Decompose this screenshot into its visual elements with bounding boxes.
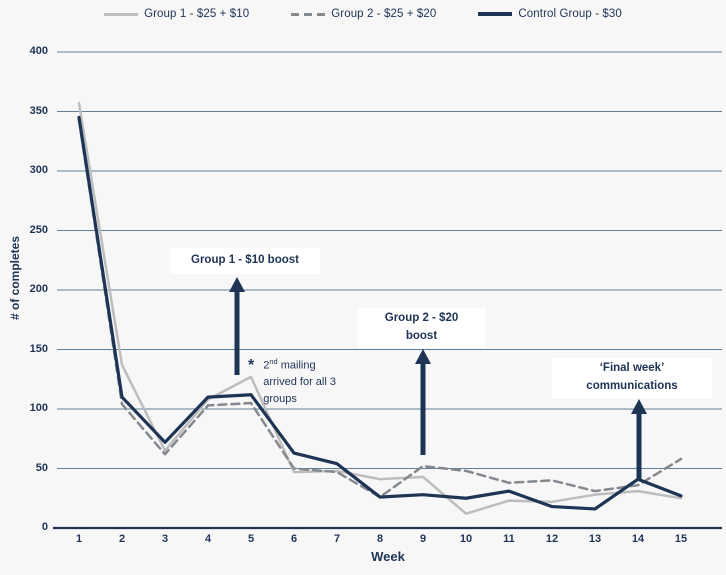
- ytick-200: 200: [29, 283, 48, 295]
- asterisk-marker: *: [248, 357, 255, 374]
- xtick-week-7: 7: [333, 533, 341, 545]
- legend-label-control: Control Group - $30: [518, 8, 622, 20]
- note-line-1: 2nd mailing: [263, 357, 316, 372]
- xtick-week-13: 13: [588, 533, 602, 545]
- xtick-week-11: 11: [503, 533, 515, 545]
- legend-item-group2: Group 2 - $25 + $20: [291, 8, 436, 20]
- xtick-week-4: 4: [204, 533, 212, 545]
- xtick-week-14: 14: [631, 533, 645, 545]
- annotation-arrow-shaft-3: [636, 412, 642, 480]
- ytick-0: 0: [41, 521, 48, 533]
- second-mailing-note-text: 2nd mailing arrived for all 3 groups: [263, 356, 336, 407]
- legend-item-group1: Group 1 - $25 + $10: [104, 8, 249, 20]
- xtick-week-8: 8: [376, 533, 384, 545]
- annotation-box-2: Group 2 - $20 boost: [358, 308, 485, 348]
- annotation-arrow-shaft-2: [420, 362, 426, 455]
- legend-label-group2: Group 2 - $25 + $20: [331, 8, 437, 20]
- ytick-150: 150: [29, 342, 48, 355]
- legend-item-control: Control Group - $30: [478, 8, 622, 20]
- note-line-3: groups: [263, 392, 297, 405]
- annotation-box-line: communications: [586, 380, 678, 392]
- group2-dashed-line-swatch-icon: [291, 12, 326, 16]
- annotation-box-1: Group 1 - $10 boost: [170, 248, 320, 274]
- annotation-arrowhead-2: [415, 349, 431, 364]
- annotation-box-line: boost: [405, 330, 438, 342]
- annotation-box-line: ‘Final week’: [599, 362, 665, 375]
- annotation-arrowhead-3: [631, 399, 647, 414]
- series-line-control-group: [77, 115, 683, 511]
- xtick-week-9: 9: [419, 533, 427, 545]
- xtick-week-1: 1: [75, 533, 83, 545]
- xtick-week-6: 6: [290, 533, 298, 545]
- control-line-swatch-icon: [478, 12, 513, 16]
- annotation-box-line: Group 2 - $20: [384, 312, 459, 325]
- ytick-350: 350: [29, 104, 48, 117]
- xtick-week-5: 5: [247, 533, 255, 545]
- annotation-box-line: Group 1 - $10 boost: [191, 254, 299, 267]
- xtick-week-10: 10: [459, 533, 473, 545]
- group1-line-swatch-icon: [104, 12, 139, 16]
- ytick-400: 400: [29, 45, 48, 57]
- series-line-group1: [77, 101, 683, 515]
- second-mailing-note: * 2nd mailing arrived for all 3 groups: [248, 356, 336, 407]
- ytick-50: 50: [35, 461, 48, 474]
- xtick-week-12: 12: [545, 533, 559, 545]
- x-axis-title: Week: [371, 549, 405, 564]
- annotation-arrow-shaft-1: [234, 290, 240, 375]
- ytick-300: 300: [29, 164, 48, 176]
- note-line-2: arrived for all 3: [263, 376, 336, 389]
- xtick-week-3: 3: [161, 533, 169, 545]
- ytick-100: 100: [29, 402, 48, 414]
- xtick-week-2: 2: [118, 533, 126, 545]
- ytick-250: 250: [29, 223, 48, 236]
- legend: Group 1 - $25 + $10 Group 2 - $25 + $20 …: [0, 8, 726, 20]
- annotation-box-3: ‘Final week’ communications: [552, 358, 712, 398]
- xtick-week-15: 15: [674, 533, 688, 545]
- annotation-arrowhead-1: [229, 277, 245, 292]
- y-axis-title: # of completes: [8, 235, 22, 321]
- legend-label-group1: Group 1 - $25 + $10: [144, 8, 250, 20]
